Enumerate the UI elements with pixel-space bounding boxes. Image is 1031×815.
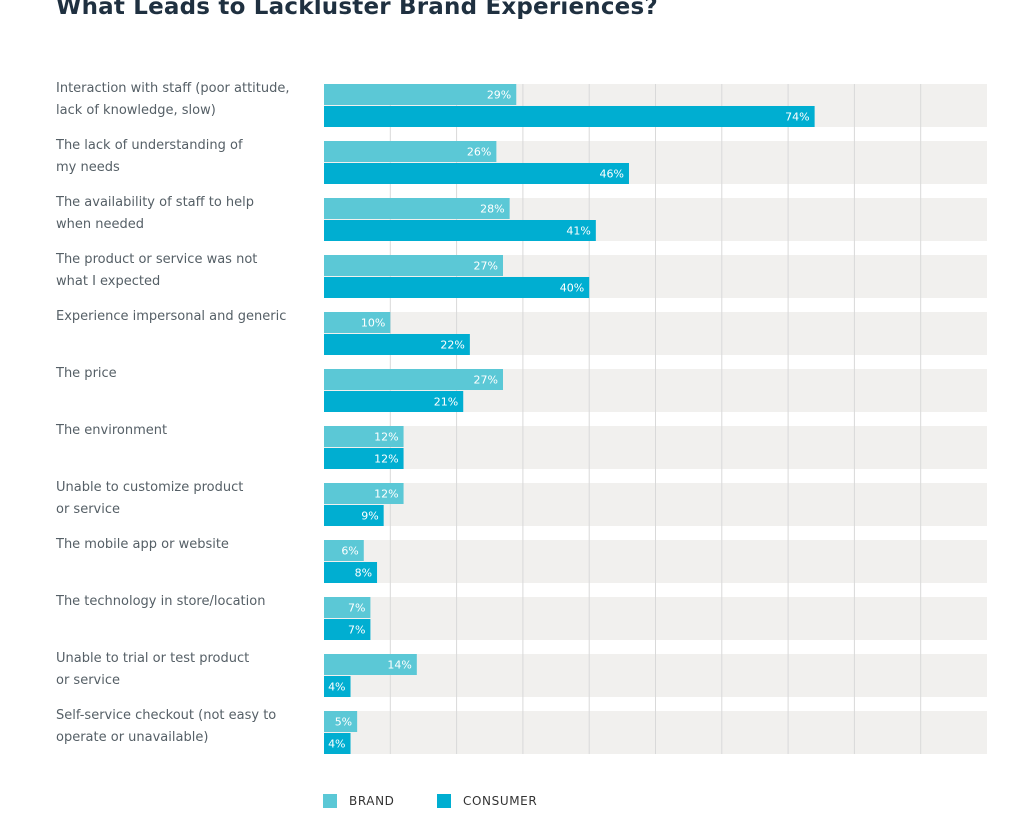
bar-consumer [324, 733, 351, 754]
category-label: Interaction with staff (poor attitude, l… [56, 81, 290, 118]
bar-brand [324, 654, 417, 675]
data-label-brand: 5% [335, 716, 352, 729]
data-label-consumer: 46% [600, 168, 624, 181]
bar-brand [324, 84, 517, 105]
data-label-consumer: 8% [355, 567, 372, 580]
bar-consumer [324, 334, 470, 355]
category-label: The lack of understanding of my needs [56, 138, 243, 175]
category-label: The environment [56, 423, 168, 438]
bar-consumer [324, 220, 596, 241]
bar-brand [324, 141, 497, 162]
bar-consumer [324, 619, 371, 640]
legend-item-brand: BRAND [323, 794, 395, 808]
data-label-brand: 12% [374, 431, 398, 444]
category-label: Experience impersonal and generic [56, 309, 287, 324]
bar-consumer [324, 106, 815, 127]
bar-brand [324, 483, 404, 504]
bar-consumer [324, 277, 590, 298]
bar-brand [324, 711, 358, 732]
bar-brand [324, 198, 510, 219]
data-label-consumer: 7% [348, 624, 365, 637]
bar-brand [324, 255, 504, 276]
bar-brand [324, 540, 364, 561]
data-label-brand: 12% [374, 488, 398, 501]
data-label-consumer: 21% [434, 396, 458, 409]
data-label-consumer: 22% [440, 339, 464, 352]
legend-swatch-consumer [437, 794, 451, 808]
bar-brand [324, 597, 371, 618]
bar-consumer [324, 562, 378, 583]
data-label-brand: 10% [361, 317, 385, 330]
category-label: Unable to customize product or service [56, 480, 244, 517]
bar-consumer [324, 505, 384, 526]
data-label-consumer: 4% [328, 738, 345, 751]
category-label: The price [56, 366, 117, 381]
category-label: Self-service checkout (not easy to opera… [56, 708, 277, 745]
category-label: The technology in store/location [56, 594, 266, 609]
data-label-brand: 7% [348, 602, 365, 615]
legend-swatch-brand [323, 794, 337, 808]
legend-label-brand: BRAND [349, 794, 395, 808]
data-label-consumer: 12% [374, 453, 398, 466]
data-label-brand: 14% [387, 659, 411, 672]
data-label-brand: 26% [467, 146, 491, 159]
bar-consumer [324, 391, 464, 412]
bar-brand [324, 369, 504, 390]
data-label-brand: 29% [487, 89, 511, 102]
data-label-consumer: 9% [361, 510, 378, 523]
category-label: The product or service was not what I ex… [56, 252, 258, 289]
legend-item-consumer: CONSUMER [437, 794, 537, 808]
data-label-consumer: 41% [566, 225, 590, 238]
category-label: Unable to trial or test product or servi… [56, 651, 250, 688]
chart-title: What Leads to Lackluster Brand Experienc… [56, 0, 658, 20]
bar-consumer [324, 676, 351, 697]
data-label-brand: 28% [480, 203, 504, 216]
data-label-brand: 27% [474, 260, 498, 273]
category-label: The mobile app or website [56, 537, 229, 552]
data-label-brand: 6% [341, 545, 358, 558]
category-label: The availability of staff to help when n… [56, 195, 255, 232]
data-label-consumer: 74% [785, 111, 809, 124]
bar-brand [324, 426, 404, 447]
bar-brand [324, 312, 391, 333]
legend-label-consumer: CONSUMER [463, 794, 538, 808]
data-label-brand: 27% [474, 374, 498, 387]
data-label-consumer: 40% [560, 282, 584, 295]
bar-consumer [324, 448, 404, 469]
data-label-consumer: 4% [328, 681, 345, 694]
bar-consumer [324, 163, 629, 184]
